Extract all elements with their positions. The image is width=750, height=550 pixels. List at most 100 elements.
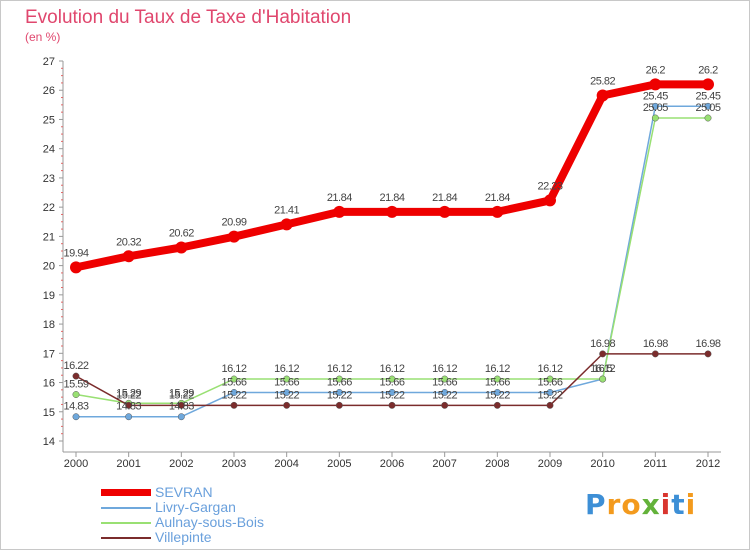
y-tick-label: 16 <box>43 378 55 390</box>
data-point <box>175 241 188 254</box>
data-point <box>125 401 133 409</box>
data-label: 16.5 <box>593 363 613 375</box>
data-label: 14.83 <box>63 401 88 413</box>
data-label: 16.98 <box>590 338 615 350</box>
data-label: 16.12 <box>274 363 299 375</box>
data-label: 21.84 <box>432 192 457 204</box>
data-point <box>177 413 185 421</box>
data-point <box>283 389 291 396</box>
data-point <box>335 389 343 396</box>
data-point <box>283 401 291 409</box>
x-tick-label: 2006 <box>380 458 404 470</box>
data-point <box>230 375 238 383</box>
data-label: 21.84 <box>327 192 352 204</box>
data-point <box>122 250 135 263</box>
data-label: 20.99 <box>221 217 246 229</box>
data-point <box>544 194 556 207</box>
data-label: 16.98 <box>695 338 720 350</box>
x-tick-label: 2003 <box>222 458 246 470</box>
y-tick-label: 23 <box>43 173 55 185</box>
data-label: 25.45 <box>643 90 668 102</box>
y-tick-label: 17 <box>43 348 55 360</box>
data-label: 15.22 <box>485 389 510 401</box>
data-label: 26.2 <box>698 64 718 76</box>
data-point <box>546 401 554 409</box>
x-tick-label: 2007 <box>432 458 456 470</box>
data-label: 15.22 <box>379 389 404 401</box>
data-label: 25.05 <box>695 102 720 114</box>
x-tick-label: 2012 <box>696 458 720 470</box>
data-label: 15.66 <box>274 376 299 388</box>
brand-letter: o <box>621 488 642 521</box>
data-label: 15.66 <box>537 376 562 388</box>
data-label: 15.22 <box>274 389 299 401</box>
data-point <box>228 230 240 243</box>
data-point <box>72 391 80 398</box>
x-tick-label: 2004 <box>274 458 298 470</box>
x-tick-label: 2011 <box>644 458 668 470</box>
data-label: 15.22 <box>432 389 457 401</box>
data-label: 16.12 <box>379 363 404 375</box>
data-point <box>70 261 82 274</box>
x-tick-label: 2010 <box>590 458 614 470</box>
data-label: 14.83 <box>169 401 194 413</box>
legend-item: Villepinte <box>101 529 401 545</box>
data-label: 15.66 <box>379 376 404 388</box>
data-point <box>333 205 346 218</box>
legend-label: Villepinte <box>155 529 212 545</box>
data-point <box>599 375 607 383</box>
data-label: 21.41 <box>274 204 299 216</box>
data-point <box>388 375 396 383</box>
data-label: 15.29 <box>169 387 194 399</box>
x-tick-label: 2000 <box>64 458 88 470</box>
y-tick-label: 21 <box>43 231 55 243</box>
legend-swatch <box>101 507 151 509</box>
data-label: 15.66 <box>485 376 510 388</box>
chart-legend: SEVRAN Livry-Gargan Aulnay-sous-Bois Vil… <box>101 484 401 545</box>
data-point <box>546 375 554 383</box>
data-point <box>388 401 396 409</box>
y-tick-label: 25 <box>43 114 55 126</box>
data-point <box>280 218 293 231</box>
legend-item: Aulnay-sous-Bois <box>101 514 401 530</box>
legend-label: Aulnay-sous-Bois <box>155 514 264 530</box>
data-label: 21.84 <box>379 192 404 204</box>
data-point <box>441 401 449 409</box>
y-tick-label: 27 <box>43 56 55 68</box>
data-label: 15.22 <box>169 389 194 401</box>
data-label: 15.66 <box>432 376 457 388</box>
data-label: 15.22 <box>327 389 352 401</box>
brand-letter: x <box>641 488 661 521</box>
data-point <box>704 350 712 358</box>
data-label: 25.45 <box>695 90 720 102</box>
data-point <box>230 401 238 409</box>
data-point <box>386 205 398 218</box>
legend-swatch <box>101 522 151 524</box>
data-point <box>335 401 343 409</box>
legend-label: Livry-Gargan <box>155 499 236 515</box>
series-line <box>72 80 712 272</box>
y-tick-label: 24 <box>43 144 55 156</box>
y-tick-label: 22 <box>43 202 55 214</box>
chart-unit-label: (en %) <box>25 30 61 44</box>
data-label: 15.22 <box>537 389 562 401</box>
y-tick-label: 19 <box>43 290 55 302</box>
data-label: 15.22 <box>116 389 141 401</box>
data-label: 15.29 <box>116 387 141 399</box>
data-label: 22.23 <box>537 180 562 192</box>
data-point <box>493 389 501 396</box>
data-point <box>493 375 501 383</box>
data-label: 16.12 <box>221 363 246 375</box>
data-point <box>441 375 449 383</box>
data-point <box>388 389 396 396</box>
legend-label: SEVRAN <box>155 484 213 500</box>
brand-letter: t <box>671 488 686 521</box>
data-point <box>704 102 712 110</box>
series-line <box>75 117 709 405</box>
data-point <box>177 401 185 409</box>
data-point <box>649 78 662 91</box>
legend-swatch <box>101 537 151 539</box>
brand-letter: r <box>606 488 622 521</box>
data-label: 16.98 <box>643 338 668 350</box>
x-tick-label: 2002 <box>169 458 193 470</box>
